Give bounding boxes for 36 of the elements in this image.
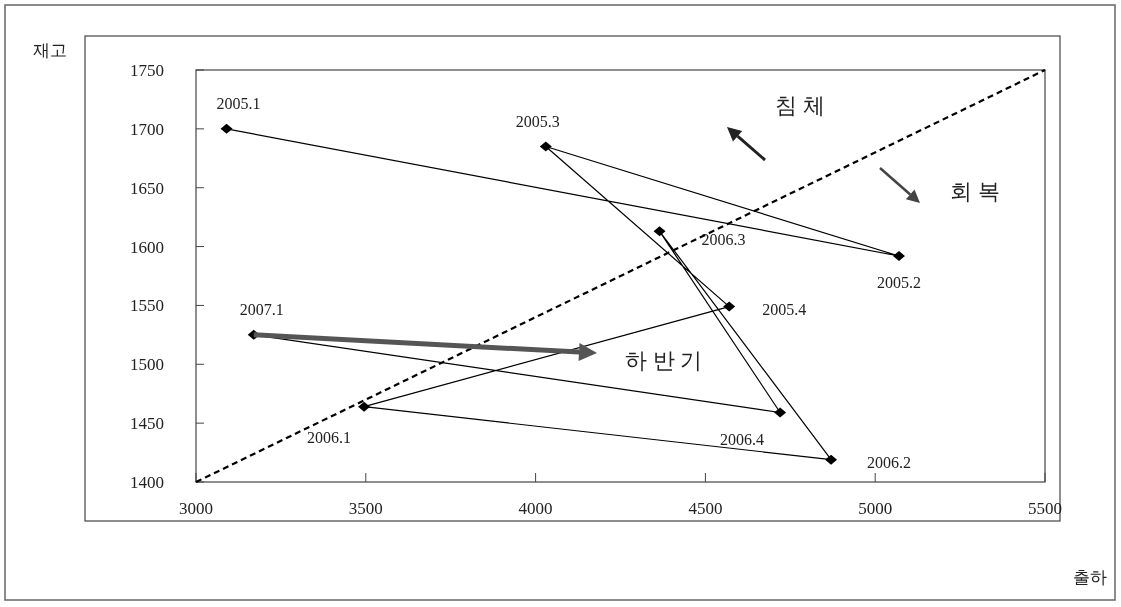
y-tick-label: 1500 (130, 355, 164, 375)
y-tick-label: 1600 (130, 237, 164, 257)
x-tick-label: 5000 (858, 499, 893, 518)
annotation: 2005.4 (762, 300, 807, 318)
annotation: 회 복 (950, 179, 1000, 204)
x-tick-label: 3000 (179, 499, 213, 518)
annotation: 하 반 기 (625, 348, 702, 373)
y-tick-label: 1450 (130, 414, 164, 434)
y-tick-label: 1750 (130, 61, 164, 80)
point (539, 141, 552, 152)
annotation: 2005.3 (515, 112, 560, 130)
point (723, 301, 736, 312)
annotation: 2005.2 (876, 273, 921, 291)
x-tick-label: 3500 (348, 499, 383, 518)
x-tick-label: 5500 (1028, 499, 1062, 518)
x-tick-label: 4500 (688, 499, 723, 518)
annotation: 2005.1 (216, 94, 261, 112)
annotation: 2006.2 (867, 453, 912, 471)
annotation: 2006.3 (701, 231, 746, 249)
annotation: 2006.4 (720, 430, 765, 448)
y-tick-label: 1650 (130, 178, 164, 198)
point (220, 123, 233, 134)
y-tick-label: 1550 (130, 296, 164, 316)
annotation: 2006.1 (307, 428, 352, 446)
point (358, 401, 371, 412)
point (653, 226, 666, 237)
point (825, 454, 838, 465)
y-tick-label: 1700 (130, 119, 164, 139)
annotation: 침 체 (775, 93, 825, 118)
point (774, 407, 787, 418)
x-tick-label: 4000 (518, 499, 553, 518)
annotation: 2007.1 (239, 300, 284, 318)
y-axis-title: 재고 (33, 41, 67, 60)
point (892, 250, 905, 261)
x-axis-title: 출하 (1073, 568, 1107, 587)
y-tick-label: 1400 (130, 473, 164, 492)
